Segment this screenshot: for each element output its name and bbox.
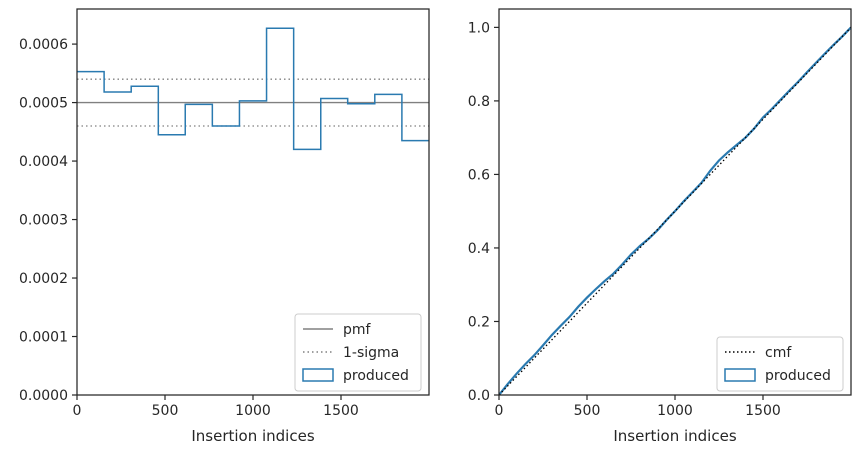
y-tick-label: 0.6 <box>468 167 490 183</box>
legend <box>716 336 844 392</box>
y-tick-label: 0.0 <box>468 388 490 404</box>
x-tick-label: 500 <box>152 403 179 419</box>
produced-step-line <box>77 27 429 151</box>
legend-handle-produced <box>724 368 756 382</box>
x-axis-label: Insertion indices <box>613 427 736 445</box>
x-tick-label: 1000 <box>235 403 271 419</box>
y-tick-label: 0.0002 <box>19 271 68 287</box>
x-tick-label: 1500 <box>745 403 781 419</box>
y-tick-label: 0.0006 <box>19 37 68 53</box>
y-tick-label: 0.8 <box>468 94 490 110</box>
x-tick-label: 1000 <box>657 403 693 419</box>
y-tick-label: 0.2 <box>468 314 490 330</box>
legend-label-pmf: pmf <box>343 322 372 338</box>
pmf-panel: 0 500 1000 1500 0.0000 0.0001 0.0002 0.0003 0.00… <box>19 8 430 445</box>
x-tick-label: 0 <box>495 403 504 419</box>
y-tick-label: 0.0000 <box>19 388 68 404</box>
x-tick-label: 0 <box>73 403 82 419</box>
y-tick-label: 0.0005 <box>19 96 68 112</box>
legend-label-produced: produced <box>343 368 409 384</box>
produced-cdf-line <box>499 26 851 395</box>
legend <box>294 313 422 392</box>
y-tick-label: 0.0001 <box>19 330 68 346</box>
legend-label-cmf: cmf <box>765 345 792 361</box>
y-tick-label: 0.4 <box>468 241 490 257</box>
legend-label-produced: produced <box>765 368 831 384</box>
x-axis-label: Insertion indices <box>191 427 314 445</box>
y-tick-label: 0.0004 <box>19 154 68 170</box>
x-tick-label: 1500 <box>323 403 359 419</box>
legend-handle-produced <box>302 368 334 382</box>
legend-label-1-sigma: 1-sigma <box>343 345 399 361</box>
y-tick-label: 1.0 <box>468 20 490 36</box>
axes-frame <box>76 8 430 396</box>
axes-frame <box>498 8 852 396</box>
cmf-panel: 0 500 1000 1500 0.0 0.2 0.4 0.6 0.8 1.0 Insertion … <box>468 8 852 445</box>
y-tick-label: 0.0003 <box>19 213 68 229</box>
x-tick-label: 500 <box>574 403 601 419</box>
cmf-line <box>499 26 851 395</box>
